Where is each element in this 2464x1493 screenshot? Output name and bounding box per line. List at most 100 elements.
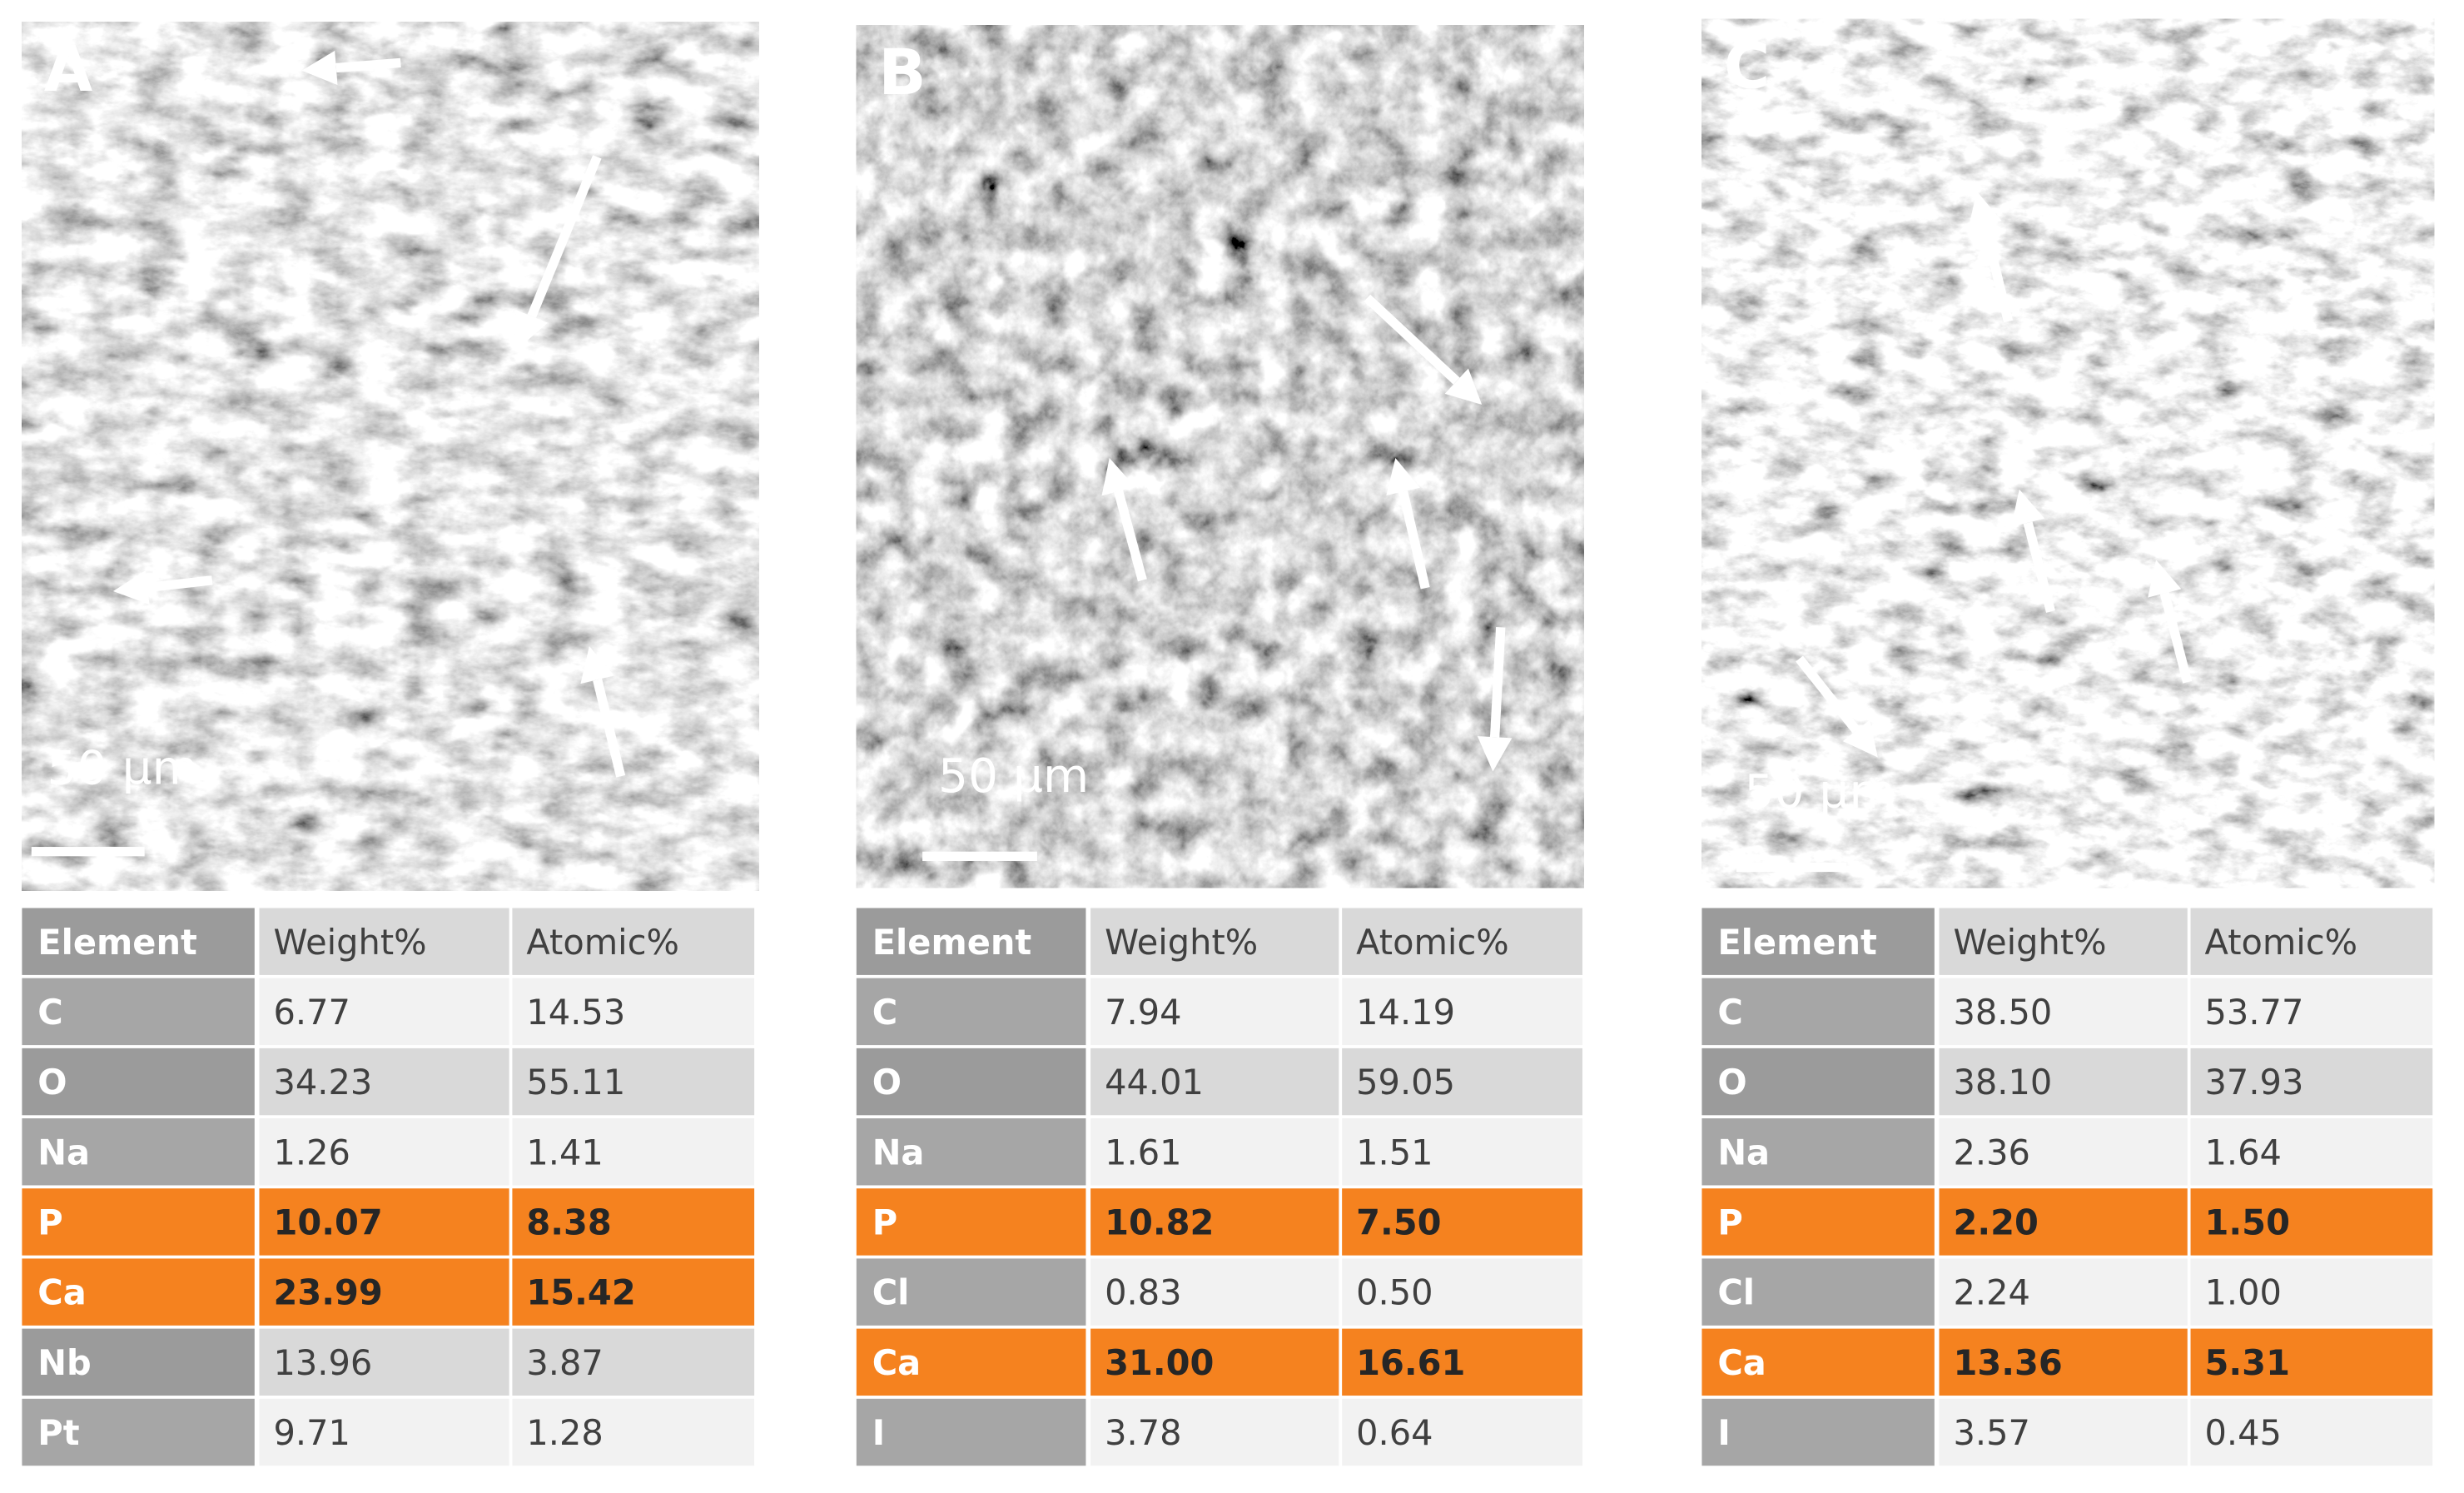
table-text: Weight% <box>1105 922 1258 963</box>
table-cell <box>1342 908 1582 975</box>
arrow-head <box>1842 719 1878 758</box>
table-cell <box>512 1258 755 1326</box>
table-cell <box>1701 908 1935 975</box>
table-text: Na <box>1717 1132 1770 1172</box>
table-text: 38.10 <box>1953 1062 2052 1102</box>
table-text: 59.05 <box>1356 1062 1455 1102</box>
arrow-shaft <box>1364 294 1460 385</box>
table-text: 44.01 <box>1105 1062 1204 1102</box>
table-text: 15.42 <box>526 1272 635 1313</box>
table-cell <box>1342 978 1582 1046</box>
table-text: Ca <box>1717 1342 1766 1383</box>
table-text: 1.61 <box>1105 1132 1181 1172</box>
table-text: 7.94 <box>1105 992 1181 1033</box>
table-text: O <box>37 1062 67 1102</box>
table-text: 16.61 <box>1356 1342 1465 1383</box>
table-cell <box>1342 1258 1582 1326</box>
arrow-shaft <box>2159 592 2193 684</box>
table-cell <box>1939 978 2188 1046</box>
table-cell <box>1701 1258 1935 1326</box>
table-cell <box>2190 1048 2433 1116</box>
table-cell <box>1939 1048 2188 1116</box>
table-text: 9.71 <box>273 1412 350 1453</box>
table-cell <box>512 1188 755 1256</box>
arrow-head <box>301 50 338 86</box>
table-cell <box>22 1398 255 1466</box>
table-text: 1.50 <box>2205 1202 2290 1243</box>
table-cell <box>1701 1048 1935 1116</box>
table-text: Na <box>37 1132 90 1172</box>
panel: A 50 µm Element Weight% Atomic% C 6.77 14.53 O 34… <box>22 22 759 1466</box>
arrow-head <box>1968 191 2002 229</box>
table-cell <box>2190 1188 2433 1256</box>
table-cell <box>2190 1328 2433 1396</box>
table-cell <box>1701 1328 1935 1396</box>
table-cell <box>1939 1328 2188 1396</box>
arrow-head <box>1477 736 1513 772</box>
panel-label: A <box>44 32 92 106</box>
table-text: 5.31 <box>2205 1342 2290 1383</box>
table-cell <box>856 1258 1086 1326</box>
table-cell <box>512 1398 755 1466</box>
table-text: P <box>1717 1202 1742 1243</box>
sem-texture <box>1701 18 2435 888</box>
table-cell <box>259 1258 509 1326</box>
table-cell <box>1090 1188 1339 1256</box>
table-text: O <box>1717 1062 1746 1102</box>
arrow-shaft <box>1980 223 2014 323</box>
table-text: Na <box>872 1132 925 1172</box>
table-cell <box>22 1118 255 1186</box>
table-text: 3.78 <box>1105 1412 1181 1453</box>
table-text: 0.45 <box>2205 1412 2282 1453</box>
table-text: Atomic% <box>2205 922 2358 963</box>
table-cell <box>1090 1118 1339 1186</box>
table-cell <box>1090 1258 1339 1326</box>
table-cell <box>856 1328 1086 1396</box>
table-text: 3.87 <box>526 1342 603 1383</box>
table-text: 13.96 <box>273 1342 372 1383</box>
table-cell <box>856 1048 1086 1116</box>
table-cell <box>1342 1328 1582 1396</box>
table-cell <box>22 1258 255 1326</box>
table-cell <box>2190 908 2433 975</box>
scale-bar <box>31 847 145 857</box>
table-cell <box>22 1328 255 1396</box>
table-text: 1.64 <box>2205 1132 2282 1172</box>
table-cell <box>512 1118 755 1186</box>
table-cell <box>512 978 755 1046</box>
table-text: Element <box>37 922 197 963</box>
table-text: 37.93 <box>2205 1062 2304 1102</box>
table-text: Atomic% <box>1356 922 1509 963</box>
table-text: 53.77 <box>2205 992 2304 1033</box>
table-cell <box>1090 978 1339 1046</box>
arrow-shaft <box>593 678 626 778</box>
arrow-shaft <box>527 155 602 318</box>
table-cell <box>1090 1398 1339 1466</box>
arrow-head <box>1444 368 1483 405</box>
table-text: 10.07 <box>273 1202 382 1243</box>
table-text: 3.57 <box>1953 1412 2029 1453</box>
table-cell <box>2190 1398 2433 1466</box>
arrow-head <box>1386 457 1420 495</box>
table-text: 31.00 <box>1105 1342 1214 1383</box>
table-text: Weight% <box>1953 922 2106 963</box>
table-text: 7.50 <box>1356 1202 1441 1243</box>
table-cell <box>259 1118 509 1186</box>
table-cell <box>22 1188 255 1256</box>
table-cell <box>856 1118 1086 1186</box>
table-cell <box>1701 1398 1935 1466</box>
table-cell <box>1701 978 1935 1046</box>
table-text: 23.99 <box>273 1272 382 1313</box>
table-cell <box>259 1398 509 1466</box>
scale-bar <box>1736 862 1847 873</box>
table-text: Cl <box>872 1272 910 1313</box>
table-cell <box>22 908 255 975</box>
table-cell <box>22 978 255 1046</box>
arrow-head <box>580 645 614 684</box>
arrow-head <box>2148 560 2182 598</box>
table-text: I <box>872 1412 885 1453</box>
table-text: 2.36 <box>1953 1132 2029 1172</box>
table-cell <box>1701 1188 1935 1256</box>
table-cell <box>1090 1048 1339 1116</box>
table-text: Ca <box>872 1342 921 1383</box>
